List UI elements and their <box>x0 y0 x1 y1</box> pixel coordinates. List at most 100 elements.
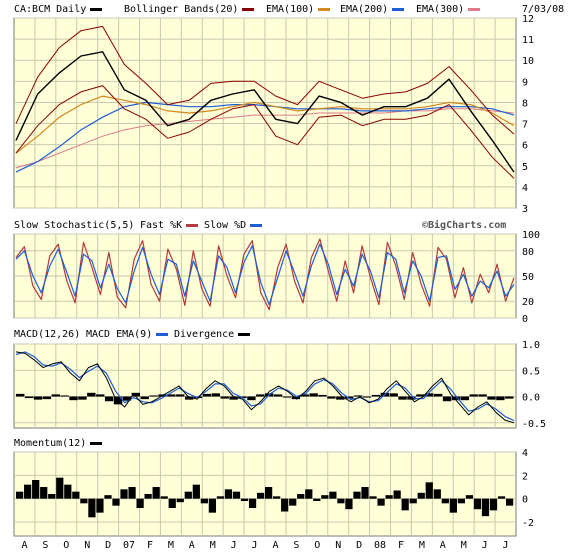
xtick-label: A <box>189 540 195 551</box>
xtick-label: J <box>503 540 509 551</box>
price-ytick-label: 11 <box>522 35 534 46</box>
momentum-bar <box>441 498 449 504</box>
legend-label-price: CA:BCM Daily <box>14 4 87 15</box>
price-ytick-label: 9 <box>522 77 528 88</box>
momentum-ytick-label: 0 <box>522 495 528 506</box>
price-ytick-label: 12 <box>522 14 534 25</box>
momentum-bar <box>345 498 353 510</box>
stochastic-ytick-label: 50 <box>522 272 534 283</box>
momentum-bar <box>465 495 474 499</box>
legend-swatch-fast-k <box>186 223 199 227</box>
momentum-ytick-label: 4 <box>522 448 528 459</box>
divergence-bar <box>51 394 60 397</box>
momentum-bar <box>289 498 297 506</box>
xtick-label: D <box>105 540 111 551</box>
chart-date: 7/03/08 <box>522 4 565 15</box>
divergence-bar <box>398 396 407 400</box>
macd-ytick-label: 0.0 <box>522 393 540 404</box>
xtick-label: A <box>21 540 27 551</box>
divergence-bar <box>496 396 505 401</box>
momentum-bar <box>369 496 377 499</box>
stochastic-title: Slow Stochastic(5,5) <box>14 220 135 231</box>
divergence-bar <box>24 396 34 399</box>
momentum-bar <box>337 498 345 504</box>
legend-label-ema300: EMA(300) <box>416 4 465 15</box>
momentum-bar <box>192 484 200 499</box>
divergence-bar <box>487 396 496 400</box>
divergence-bar <box>184 396 194 400</box>
legend-item-divergence: Divergence <box>174 328 251 342</box>
divergence-bar <box>336 396 345 400</box>
legend-item-slow-d: Slow %D <box>204 219 263 233</box>
xtick-label: O <box>314 540 320 551</box>
divergence-bar <box>167 394 176 397</box>
momentum-bar <box>176 498 184 503</box>
legend-label-slow-d: Slow %D <box>204 220 247 231</box>
divergence-bar <box>202 393 212 397</box>
xtick-label: M <box>168 540 174 551</box>
momentum-bar <box>104 495 112 499</box>
stochastic-ytick-label: 80 <box>522 247 534 258</box>
legend-label-fast-k: Fast %K <box>140 220 183 231</box>
momentum-bar <box>329 491 337 499</box>
divergence-bar <box>460 396 470 401</box>
momentum-bar <box>449 498 457 513</box>
divergence-bar <box>229 396 238 400</box>
momentum-bar <box>505 498 514 506</box>
momentum-bar <box>48 494 56 499</box>
price-ytick-label: 10 <box>522 56 534 67</box>
divergence-bar <box>211 393 221 397</box>
momentum-bar <box>481 498 490 517</box>
momentum-bar <box>128 487 136 499</box>
divergence-bar <box>451 396 461 401</box>
divergence-bar <box>353 395 363 397</box>
divergence-bar <box>389 393 398 397</box>
divergence-bar <box>282 396 292 398</box>
momentum-bar <box>88 498 96 518</box>
stochastic-panel-legend: Slow Stochastic(5,5) Fast %K Slow %D ©Bi… <box>14 219 574 233</box>
bigcharts-watermark: ©BigCharts.com <box>422 220 507 231</box>
divergence-bar <box>300 394 309 397</box>
xtick-label: S <box>293 540 299 551</box>
momentum-bar <box>273 496 281 499</box>
xtick-label: F <box>398 540 404 551</box>
xtick-label: M <box>461 540 467 551</box>
legend-item-fast-k: Fast %K <box>140 219 199 233</box>
momentum-bar <box>72 491 80 499</box>
divergence-bar <box>78 396 87 400</box>
stochastic-ytick-label: 20 <box>522 297 534 308</box>
momentum-bar <box>265 487 273 499</box>
divergence-bar <box>469 394 478 397</box>
divergence-bar <box>140 396 149 400</box>
momentum-bar <box>184 491 192 499</box>
divergence-bar <box>425 393 434 397</box>
divergence-bar <box>16 393 25 397</box>
price-ytick-label: 8 <box>522 98 528 109</box>
momentum-bar <box>497 496 506 499</box>
momentum-ytick-label: 2 <box>522 471 528 482</box>
divergence-bar <box>416 394 425 397</box>
macd-ytick-label: 1.0 <box>522 340 540 351</box>
stochastic-ytick-label: 0 <box>522 314 528 325</box>
legend-swatch-ema100 <box>318 7 331 11</box>
momentum-bar <box>144 494 152 499</box>
divergence-bar <box>309 393 318 397</box>
divergence-bar <box>273 394 283 397</box>
legend-swatch-ema300 <box>468 7 481 11</box>
momentum-bar <box>168 498 176 508</box>
price-ytick-label: 4 <box>522 183 528 194</box>
xtick-label: M <box>210 540 216 551</box>
ema300-line <box>15 108 515 169</box>
momentum-bar <box>96 498 104 513</box>
momentum-bar <box>425 482 433 499</box>
bollinger-upper-line <box>15 25 515 135</box>
momentum-bar <box>256 492 265 499</box>
macd-title: MACD(12,26) <box>14 329 81 340</box>
divergence-bar <box>362 396 372 398</box>
momentum-bar <box>489 498 498 511</box>
macd-ytick-label: -0.5 <box>522 419 546 430</box>
xtick-label: A <box>272 540 278 551</box>
legend-label-bollinger: Bollinger Bands(20) <box>124 4 239 15</box>
momentum-bar <box>80 498 88 504</box>
